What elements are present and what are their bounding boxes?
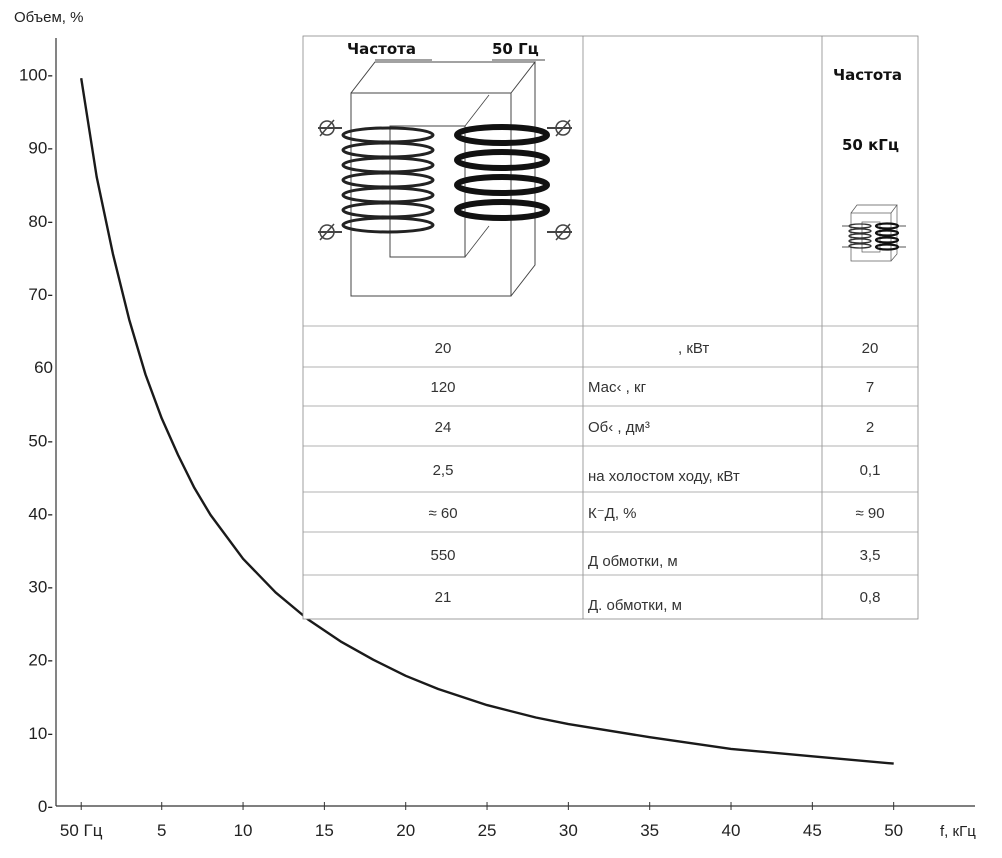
y-tick-label: 40-: [28, 504, 53, 523]
table-row: 120 Мас‹ , кг 7: [430, 379, 874, 396]
table-row: 2,5 на холостом ходу, кВт 0,1: [433, 462, 881, 485]
table-row: 550 Д обмотки, м 3,5: [430, 547, 880, 570]
transformer-50hz-icon: [318, 61, 572, 297]
table-cell-left: 20: [435, 340, 452, 357]
x-tick-label: 20: [396, 821, 415, 840]
x-tick-label: 30: [559, 821, 578, 840]
y-tick-label: 100-: [19, 66, 53, 85]
table-cell-param: на холостом ходу, кВт: [588, 468, 740, 485]
table-cell-right: 0,8: [860, 589, 881, 606]
table-cell-left: 2,5: [433, 462, 454, 479]
transformer-50khz-icon: [842, 204, 906, 262]
table-cell-right: 20: [862, 340, 879, 357]
table-cell-right: 2: [866, 419, 874, 436]
table-cell-left: 21: [435, 589, 452, 606]
x-ticks: 50 Гц 5 10 15 20 25 30 35 40 45 50: [60, 802, 903, 840]
x-tick-label: 50: [884, 821, 903, 840]
y-tick-label: 0-: [38, 797, 53, 816]
y-tick-label: 20-: [28, 651, 53, 670]
x-tick-label: 25: [478, 821, 497, 840]
table-row: 20 , кВт 20: [435, 340, 879, 357]
x-tick-label: 45: [803, 821, 822, 840]
series-line: [80, 78, 894, 765]
header-left-title: Частота: [347, 40, 416, 58]
inset-table: Частота 50 Гц Частота 50 кГц: [302, 35, 919, 620]
table-cell-param: Об‹ , дм³: [588, 419, 650, 436]
inset-table-bg: [302, 35, 919, 620]
table-cell-param: Мас‹ , кг: [588, 379, 647, 396]
x-tick-label: 10: [234, 821, 253, 840]
y-axis-title: Объем, %: [14, 9, 83, 26]
header-right-value: 50 кГц: [842, 136, 899, 154]
x-tick-label: 40: [722, 821, 741, 840]
x-tick-label: 15: [315, 821, 334, 840]
table-cell-param: Д обмотки, м: [588, 553, 678, 570]
table-cell-param: , кВт: [678, 340, 709, 357]
table-row: 24 Об‹ , дм³ 2: [435, 419, 875, 436]
table-cell-right: 3,5: [860, 547, 881, 564]
table-cell-right: ≈ 90: [855, 505, 884, 522]
table-row: ≈ 60 К⁻Д, % ≈ 90: [428, 505, 884, 522]
x-tick-label: 50 Гц: [60, 821, 103, 840]
table-cell-right: 0,1: [860, 462, 881, 479]
y-tick-label: 50-: [28, 431, 53, 450]
header-right-title: Частота: [833, 66, 902, 84]
table-row: 21 Д. обмотки, м 0,8: [435, 589, 881, 614]
y-tick-label: 10-: [28, 724, 53, 743]
series-group: [80, 78, 894, 765]
table-cell-left: ≈ 60: [428, 505, 457, 522]
table-cell-right: 7: [866, 379, 874, 396]
y-tick-label: 60: [34, 358, 53, 377]
y-tick-label: 90-: [28, 139, 53, 158]
x-tick-label: 5: [157, 821, 166, 840]
y-tick-label: 80-: [28, 212, 53, 231]
table-cell-param: Д. обмотки, м: [588, 597, 682, 614]
table-cell-left: 550: [430, 547, 455, 564]
y-tick-label: 30-: [28, 578, 53, 597]
x-tick-label: 35: [640, 821, 659, 840]
table-cell-left: 120: [430, 379, 455, 396]
y-ticks: 0- 10- 20- 30- 40- 50- 60 70- 80- 90- 100-: [19, 66, 53, 816]
header-left-value: 50 Гц: [492, 40, 539, 58]
table-cell-param: К⁻Д, %: [588, 505, 637, 522]
table-cell-left: 24: [435, 419, 452, 436]
y-tick-label: 70-: [28, 285, 53, 304]
x-axis-title: f, кГц: [940, 823, 976, 840]
